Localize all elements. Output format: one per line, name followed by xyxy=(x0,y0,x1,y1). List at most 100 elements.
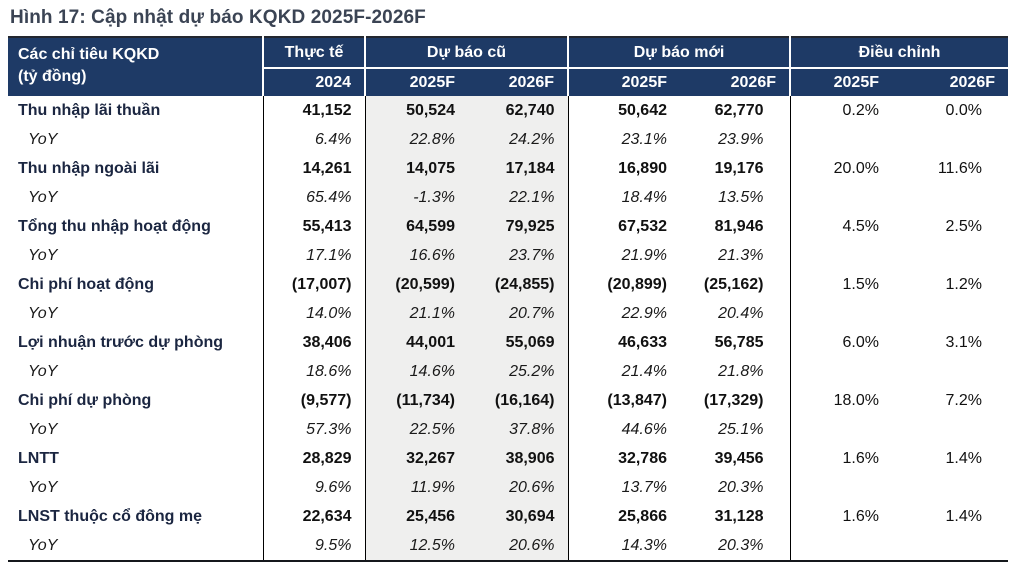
cell-adj-2026f xyxy=(892,241,1008,270)
metric-row: Chi phí hoạt động (17,007) (20,599) (24,855… xyxy=(8,270,1008,299)
cell-old-2026f: 37.8% xyxy=(468,415,568,444)
cell-adj-2026f: 1.4% xyxy=(945,507,982,525)
cell-old-2026f: 22.1% xyxy=(468,183,568,212)
cell-adj-2025f xyxy=(789,473,892,502)
yoy-label: YoY xyxy=(28,246,58,264)
header-year-adj-2025f: 2025F xyxy=(789,68,892,96)
yoy-label: YoY xyxy=(8,531,263,562)
cell-adj-2025f xyxy=(789,357,892,386)
cell-actual-2024: 14,261 xyxy=(262,154,365,183)
cell-new-2025f: 18.4% xyxy=(567,183,680,212)
cell-new-2026f: 62,770 xyxy=(714,101,764,119)
cell-old-2025f: (20,599) xyxy=(364,270,468,299)
cell-adj-2026f xyxy=(892,531,1008,562)
yoy-row: YoY 14.0% 21.1% 20.7% 22.9% 20.4% xyxy=(8,299,1008,328)
cell-new-2026f: 20.4% xyxy=(718,304,764,322)
cell-actual-2024: 18.6% xyxy=(262,357,365,386)
cell-new-2025f: 44.6% xyxy=(567,415,680,444)
cell-old-2025f: 22.8% xyxy=(364,125,468,154)
cell-old-2026f: 30,694 xyxy=(468,502,568,531)
cell-old-2026f: 62,740 xyxy=(468,96,568,125)
cell-old-2026f: 20.6% xyxy=(468,473,568,502)
header-year-old-2025f: 2025F xyxy=(364,68,468,96)
yoy-label: YoY xyxy=(28,478,58,496)
metric-row: Tổng thu nhập hoạt động 55,413 64,599 79,92… xyxy=(8,212,1008,241)
cell-new-2026f: 21.3% xyxy=(718,246,764,264)
header-group-du-bao-moi: Dự báo mới xyxy=(567,37,790,69)
yoy-row: YoY 9.6% 11.9% 20.6% 13.7% 20.3% xyxy=(8,473,1008,502)
cell-adj-2026f xyxy=(892,183,1008,212)
cell-actual-2024: 65.4% xyxy=(262,183,365,212)
yoy-label: YoY xyxy=(28,420,58,438)
cell-adj-2025f: 18.0% xyxy=(789,386,892,415)
cell-old-2025f: 21.1% xyxy=(364,299,468,328)
header-year-row: 2024 2025F 2026F 2025F 2026F 2025F 2026F xyxy=(8,68,1008,96)
yoy-row: YoY 6.4% 22.8% 24.2% 23.1% 23.9% xyxy=(8,125,1008,154)
cell-adj-2025f: 1.6% xyxy=(789,444,892,473)
cell-adj-2025f xyxy=(789,183,892,212)
yoy-label: YoY xyxy=(28,130,58,148)
cell-old-2025f: 64,599 xyxy=(364,212,468,241)
cell-new-2025f: 22.9% xyxy=(567,299,680,328)
cell-new-2025f: 14.3% xyxy=(567,531,680,562)
cell-adj-2025f: 4.5% xyxy=(789,212,892,241)
yoy-label: YoY xyxy=(28,362,58,380)
cell-new-2025f: 16,890 xyxy=(567,154,680,183)
header-row-label-unit: (tỷ đồng) xyxy=(18,68,87,85)
cell-actual-2024: (17,007) xyxy=(262,270,365,299)
cell-old-2026f: 17,184 xyxy=(468,154,568,183)
cell-adj-2026f: 2.5% xyxy=(945,217,982,235)
cell-old-2026f: 20.6% xyxy=(468,531,568,562)
table-header: Các chỉ tiêu KQKD (tỷ đồng) Thực tế Dự b… xyxy=(8,37,1008,96)
cell-new-2025f: (20,899) xyxy=(567,270,680,299)
cell-adj-2025f: 0.2% xyxy=(789,96,892,125)
header-group-dieu-chinh: Điều chỉnh xyxy=(789,37,1008,69)
header-year-actual-2024: 2024 xyxy=(262,68,365,96)
cell-new-2025f: 23.1% xyxy=(567,125,680,154)
cell-adj-2026f xyxy=(892,473,1008,502)
cell-new-2025f: (13,847) xyxy=(567,386,680,415)
metric-label: Thu nhập lãi thuần xyxy=(18,101,161,119)
cell-new-2026f: 56,785 xyxy=(714,333,764,351)
cell-new-2026f: 13.5% xyxy=(718,188,764,206)
yoy-row: YoY 9.5% 12.5% 20.6% 14.3% 20.3% xyxy=(8,531,1008,562)
header-row-label: Các chỉ tiêu KQKD (tỷ đồng) xyxy=(8,37,263,96)
cell-adj-2026f: 0.0% xyxy=(945,101,982,119)
cell-old-2025f: 16.6% xyxy=(364,241,468,270)
cell-old-2025f: 25,456 xyxy=(364,502,468,531)
cell-actual-2024: 41,152 xyxy=(262,96,365,125)
cell-new-2026f: (25,162) xyxy=(703,275,764,293)
cell-old-2025f: 11.9% xyxy=(364,473,468,502)
metric-row: LNTT 28,829 32,267 38,906 32,786 39,456 1.6% 1.… xyxy=(8,444,1008,473)
cell-old-2025f: 22.5% xyxy=(364,415,468,444)
header-year-adj-2026f: 2026F xyxy=(892,68,1008,96)
yoy-row: YoY 18.6% 14.6% 25.2% 21.4% 21.8% xyxy=(8,357,1008,386)
cell-new-2026f: 19,176 xyxy=(714,159,764,177)
cell-actual-2024: 55,413 xyxy=(262,212,365,241)
cell-actual-2024: 9.5% xyxy=(262,531,365,562)
metric-row: Thu nhập ngoài lãi 14,261 14,075 17,184 16,8… xyxy=(8,154,1008,183)
kqkd-forecast-table: Các chỉ tiêu KQKD (tỷ đồng) Thực tế Dự b… xyxy=(8,36,1008,562)
cell-new-2025f: 21.4% xyxy=(567,357,680,386)
yoy-row: YoY 17.1% 16.6% 23.7% 21.9% 21.3% xyxy=(8,241,1008,270)
yoy-row: YoY 65.4% -1.3% 22.1% 18.4% 13.5% xyxy=(8,183,1008,212)
cell-adj-2026f: 7.2% xyxy=(945,391,982,409)
metric-label: Thu nhập ngoài lãi xyxy=(18,159,160,177)
cell-new-2025f: 46,633 xyxy=(567,328,680,357)
header-year-new-2025f: 2025F xyxy=(567,68,680,96)
cell-new-2026f: (17,329) xyxy=(703,391,764,409)
cell-new-2025f: 25,866 xyxy=(567,502,680,531)
cell-adj-2025f: 20.0% xyxy=(789,154,892,183)
cell-old-2026f: 20.7% xyxy=(468,299,568,328)
cell-adj-2025f xyxy=(789,241,892,270)
cell-old-2025f: 44,001 xyxy=(364,328,468,357)
cell-adj-2025f: 1.5% xyxy=(789,270,892,299)
cell-old-2026f: 38,906 xyxy=(468,444,568,473)
metric-label: Tổng thu nhập hoạt động xyxy=(18,217,211,235)
cell-adj-2026f: 11.6% xyxy=(937,159,982,177)
cell-new-2026f: 81,946 xyxy=(714,217,764,235)
cell-adj-2025f xyxy=(789,415,892,444)
metric-label: Chi phí dự phòng xyxy=(18,391,152,409)
cell-new-2026f: 25.1% xyxy=(718,420,764,438)
